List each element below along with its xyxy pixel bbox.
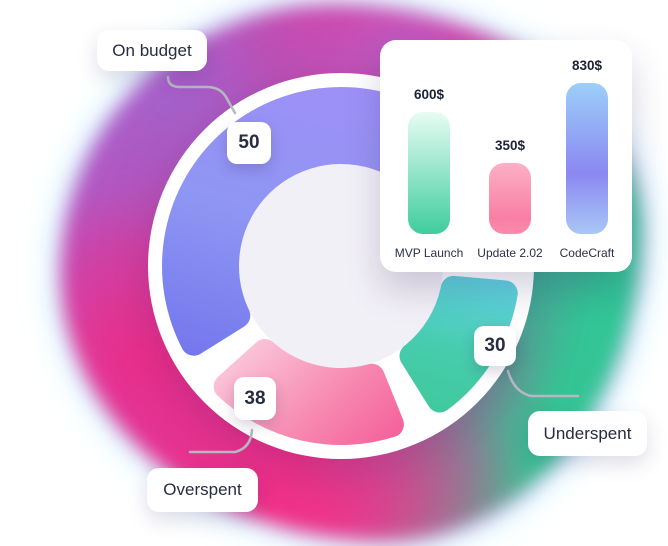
bar-chart-card: 600$ MVP Launch 350$ Update 2.02 830$ Co… [380,40,632,272]
bar-column-update-202: 350$ Update 2.02 [468,138,552,260]
bar-update-202 [489,163,531,234]
bar-mvp-launch [408,112,450,234]
connector-overspent [188,428,254,454]
connector-underspent [506,369,580,398]
bar-value-label: 350$ [494,138,526,153]
bar-category-label: CodeCraft [559,246,615,260]
connector-on-budget [166,75,237,115]
badge-underspent-value: 30 [474,326,516,366]
bar-column-mvp-launch: 600$ MVP Launch [387,87,471,260]
bar-category-label: MVP Launch [394,246,464,260]
bar-column-codecraft: 830$ CodeCraft [545,58,629,260]
badge-overspent-value: 38 [234,377,276,420]
label-overspent: Overspent [147,468,258,512]
donut-segment-underspent [399,275,518,413]
label-on-budget: On budget [97,30,207,71]
bar-value-label: 600$ [413,87,445,102]
bar-value-label: 830$ [571,58,603,73]
label-overspent-text: Overspent [163,480,242,499]
bar-category-label: Update 2.02 [477,246,543,260]
label-underspent: Underspent [528,411,647,456]
bar-codecraft [566,83,608,234]
label-on-budget-text: On budget [112,40,192,60]
label-underspent-text: Underspent [543,423,632,443]
badge-on-budget-value: 50 [227,122,271,164]
